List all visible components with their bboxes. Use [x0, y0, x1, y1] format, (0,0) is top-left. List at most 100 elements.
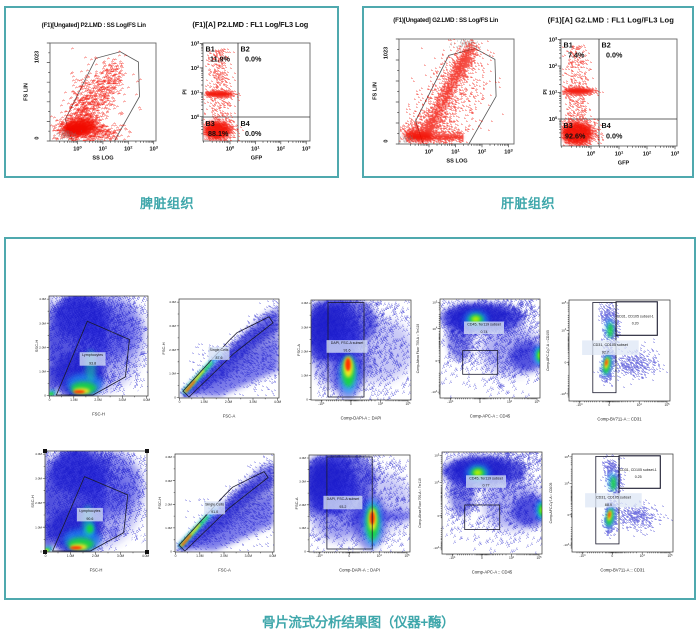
svg-text:1.0M: 1.0M [196, 554, 204, 558]
svg-text:FSC-A: FSC-A [296, 344, 301, 356]
svg-text:-104: -104 [576, 403, 583, 407]
svg-text:2.0M: 2.0M [35, 501, 42, 505]
svg-text:100: 100 [425, 147, 434, 155]
svg-text:4.0M: 4.0M [39, 297, 46, 301]
svg-text:101: 101 [251, 144, 260, 152]
svg-text:0: 0 [564, 361, 566, 365]
svg-text:1.0M: 1.0M [299, 526, 306, 530]
svg-text:105: 105 [432, 300, 437, 304]
svg-text:SSC-H: SSC-H [34, 340, 39, 353]
svg-text:101: 101 [99, 144, 108, 152]
svg-text:90.6: 90.6 [86, 517, 93, 521]
svg-text:0: 0 [479, 400, 481, 404]
svg-text:101: 101 [549, 89, 558, 97]
svg-text:-104: -104 [579, 554, 586, 558]
svg-text:GFP: GFP [251, 156, 263, 162]
svg-text:4.0M: 4.0M [301, 301, 308, 305]
svg-text:2.0M: 2.0M [301, 349, 308, 353]
svg-text:103: 103 [149, 144, 158, 152]
svg-text:0: 0 [481, 556, 483, 560]
svg-text:Comp-APC-Cy7-A :: CD105: Comp-APC-Cy7-A :: CD105 [546, 330, 550, 371]
svg-text:0: 0 [437, 514, 439, 518]
svg-text:-104: -104 [447, 400, 454, 404]
svg-text:B2: B2 [241, 45, 250, 54]
svg-text:0: 0 [611, 554, 613, 558]
svg-text:104: 104 [509, 556, 515, 560]
svg-text:FSC-H: FSC-H [157, 497, 162, 509]
svg-text:3.0M: 3.0M [299, 480, 306, 484]
svg-text:0: 0 [435, 359, 437, 363]
svg-text:FSC-A: FSC-A [294, 497, 299, 509]
svg-text:-104: -104 [563, 543, 569, 547]
svg-text:104: 104 [564, 481, 569, 485]
svg-text:103: 103 [302, 144, 311, 152]
svg-text:105: 105 [564, 455, 569, 459]
svg-text:FSC-A: FSC-A [223, 414, 236, 419]
svg-text:CD31, CD105 subset: CD31, CD105 subset [593, 343, 628, 347]
svg-text:100: 100 [549, 115, 558, 123]
svg-text:Comp-APC-A :: CD45: Comp-APC-A :: CD45 [470, 414, 511, 419]
svg-text:DAPI, FSC-A subset: DAPI, FSC-A subset [331, 341, 364, 345]
svg-text:103: 103 [191, 40, 200, 48]
svg-text:0: 0 [175, 554, 177, 558]
svg-text:-104: -104 [431, 390, 437, 394]
svg-text:Comp-Alexa Fluor 700-A :: Ter1: Comp-Alexa Fluor 700-A :: Ter119 [416, 324, 420, 374]
svg-text:3.0M: 3.0M [245, 554, 253, 558]
svg-text:0: 0 [567, 513, 569, 517]
svg-text:104: 104 [377, 554, 383, 558]
svg-text:1.0M: 1.0M [35, 525, 42, 529]
svg-text:100: 100 [587, 149, 596, 157]
svg-text:102: 102 [478, 147, 487, 155]
svg-text:Comp-APC-Cy7-A :: CD105: Comp-APC-Cy7-A :: CD105 [549, 483, 553, 524]
svg-text:1.0M: 1.0M [70, 398, 78, 402]
svg-text:2.0M: 2.0M [220, 554, 228, 558]
svg-text:0: 0 [608, 403, 610, 407]
svg-text:4.0M: 4.0M [269, 554, 277, 558]
svg-text:B1: B1 [564, 41, 573, 50]
svg-text:Comp-Alexa Fluor 700-A :: Ter1: Comp-Alexa Fluor 700-A :: Ter119 [418, 478, 422, 528]
svg-text:CD45, Ter119 subset: CD45, Ter119 subset [469, 476, 502, 480]
svg-text:104: 104 [561, 328, 566, 332]
svg-text:B3: B3 [206, 119, 215, 128]
svg-text:-104: -104 [449, 556, 456, 560]
svg-text:105: 105 [534, 400, 540, 404]
svg-text:3.0M: 3.0M [117, 554, 125, 558]
svg-text:FS LIN: FS LIN [373, 82, 379, 100]
svg-text:7.4%: 7.4% [568, 51, 585, 60]
svg-text:105: 105 [667, 554, 673, 558]
svg-text:Comp-BV711-A :: CD31: Comp-BV711-A :: CD31 [600, 568, 645, 573]
svg-text:104: 104 [434, 481, 439, 485]
svg-text:(F1)[Ungated] G2.LMD : SS Log/: (F1)[Ungated] G2.LMD : SS Log/FS Lin [393, 17, 498, 24]
svg-text:103: 103 [549, 36, 558, 44]
svg-text:3.0M: 3.0M [301, 325, 308, 329]
svg-text:105: 105 [404, 554, 410, 558]
svg-text:0: 0 [40, 550, 42, 554]
svg-text:11.9%: 11.9% [210, 55, 231, 64]
svg-text:93.8: 93.8 [89, 362, 96, 366]
svg-text:Comp-DAPI-A :: DAPI: Comp-DAPI-A :: DAPI [341, 416, 382, 421]
svg-text:SSC-H: SSC-H [30, 495, 35, 508]
svg-text:0: 0 [170, 550, 172, 554]
svg-text:(F1)[A] G2.LMD : FL1 Log/FL3 L: (F1)[A] G2.LMD : FL1 Log/FL3 Log [548, 15, 675, 24]
svg-text:3.0M: 3.0M [169, 324, 176, 328]
svg-text:Comp-BV711-A :: CD31: Comp-BV711-A :: CD31 [597, 417, 642, 422]
svg-text:Lymphocytes: Lymphocytes [79, 509, 100, 513]
svg-text:1.0M: 1.0M [165, 526, 172, 530]
svg-text:1.0M: 1.0M [200, 400, 208, 404]
svg-text:102: 102 [643, 149, 652, 157]
svg-text:B4: B4 [602, 121, 611, 130]
svg-text:4.0M: 4.0M [274, 400, 282, 404]
svg-text:100: 100 [191, 113, 200, 121]
svg-text:CD31, CD105 subset: CD31, CD105 subset [596, 496, 631, 500]
svg-text:-104: -104 [318, 402, 325, 406]
svg-text:PI: PI [183, 89, 189, 95]
svg-text:88.9: 88.9 [605, 503, 612, 507]
svg-text:92.7: 92.7 [602, 351, 609, 355]
svg-text:3.0M: 3.0M [39, 321, 46, 325]
svg-text:0: 0 [35, 136, 41, 139]
svg-text:0.0%: 0.0% [245, 129, 262, 138]
svg-text:93.2: 93.2 [339, 505, 346, 509]
svg-text:102: 102 [277, 144, 286, 152]
svg-text:FS LIN: FS LIN [24, 83, 30, 101]
svg-text:3.0M: 3.0M [165, 479, 172, 483]
